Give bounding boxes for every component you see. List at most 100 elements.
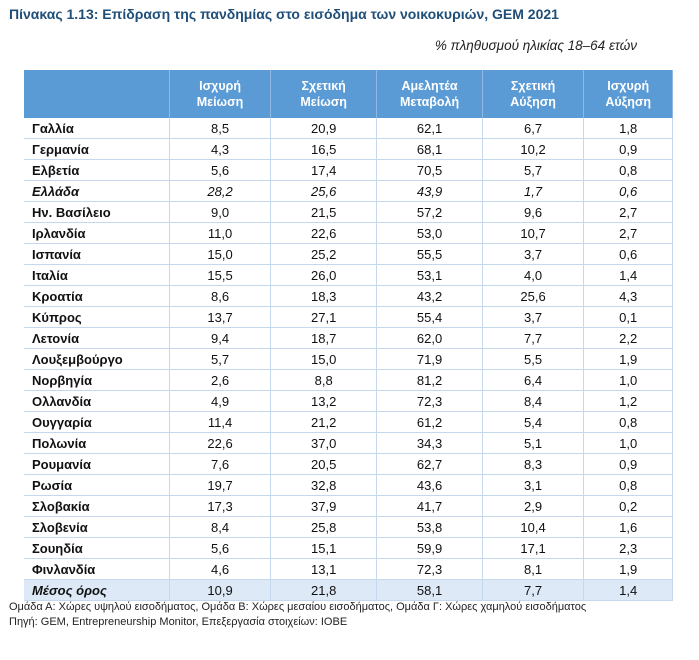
value-cell: 3,7 (482, 306, 585, 328)
value-cell: 13,7 (169, 306, 271, 328)
value-cell: 37,0 (270, 432, 378, 454)
value-cell: 10,2 (482, 138, 585, 160)
value-cell: 17,1 (482, 537, 585, 559)
value-cell: 8,8 (270, 369, 378, 391)
table-row: Κύπρος 13,7 27,1 55,4 3,7 0,1 (24, 306, 673, 328)
table-row: Ελλάδα 28,2 25,6 43,9 1,7 0,6 (24, 180, 673, 202)
value-cell: 28,2 (169, 180, 271, 202)
value-cell: 13,1 (270, 558, 378, 580)
value-cell: 5,6 (169, 537, 271, 559)
table-row: Ισπανία 15,0 25,2 55,5 3,7 0,6 (24, 243, 673, 265)
value-cell: 3,1 (482, 474, 585, 496)
header-row: Ισχυρή Μείωση Σχετική Μείωση Αμελητέα Μεταβολ… (24, 70, 673, 118)
value-cell: 1,9 (583, 558, 673, 580)
value-cell: 70,5 (376, 159, 483, 181)
table-row: Σλοβενία 8,4 25,8 53,8 10,4 1,6 (24, 516, 673, 538)
value-cell: 9,4 (169, 327, 271, 349)
value-cell: 0,6 (583, 180, 673, 202)
country-cell: Σλοβενία (24, 516, 171, 538)
table-subtitle: % πληθυσμού ηλικίας 18–64 ετών (434, 38, 637, 53)
country-cell: Ιταλία (24, 264, 171, 286)
value-cell: 62,1 (376, 118, 483, 139)
value-cell: 0,1 (583, 306, 673, 328)
country-cell: Λουξεμβούργο (24, 348, 171, 370)
average-row: Μέσος όρος 10,9 21,8 58,1 7,7 1,4 (24, 579, 673, 601)
value-cell: 53,0 (376, 222, 483, 244)
table-row: Ρουμανία 7,6 20,5 62,7 8,3 0,9 (24, 453, 673, 475)
value-cell: 21,5 (270, 201, 378, 223)
table-row: Ρωσία 19,7 32,8 43,6 3,1 0,8 (24, 474, 673, 496)
value-cell: 1,7 (482, 180, 585, 202)
country-cell: Ολλανδία (24, 390, 171, 412)
value-cell: 17,4 (270, 159, 378, 181)
value-cell: 6,7 (482, 118, 585, 139)
value-cell: 20,5 (270, 453, 378, 475)
country-cell: Ιρλανδία (24, 222, 171, 244)
country-cell: Μέσος όρος (24, 579, 171, 601)
country-cell: Ελλάδα (24, 180, 171, 202)
country-cell: Σουηδία (24, 537, 171, 559)
country-cell: Λετονία (24, 327, 171, 349)
value-cell: 11,4 (169, 411, 271, 433)
value-cell: 61,2 (376, 411, 483, 433)
value-cell: 62,0 (376, 327, 483, 349)
column-header: Αμελητέα Μεταβολή (376, 70, 483, 118)
value-cell: 43,9 (376, 180, 483, 202)
value-cell: 5,5 (482, 348, 585, 370)
value-cell: 18,7 (270, 327, 378, 349)
value-cell: 4,3 (583, 285, 673, 307)
value-cell: 13,2 (270, 390, 378, 412)
table-title: Πίνακας 1.13: Επίδραση της πανδημίας στο… (9, 6, 559, 22)
value-cell: 4,3 (169, 138, 271, 160)
value-cell: 4,0 (482, 264, 585, 286)
column-header: Σχετική Αύξηση (482, 70, 585, 118)
value-cell: 72,3 (376, 558, 483, 580)
value-cell: 8,4 (482, 390, 585, 412)
value-cell: 2,7 (583, 222, 673, 244)
value-cell: 59,9 (376, 537, 483, 559)
table-row: Λετονία 9,4 18,7 62,0 7,7 2,2 (24, 327, 673, 349)
country-cell: Φινλανδία (24, 558, 171, 580)
value-cell: 58,1 (376, 579, 483, 601)
value-cell: 2,2 (583, 327, 673, 349)
table-row: Ιρλανδία 11,0 22,6 53,0 10,7 2,7 (24, 222, 673, 244)
value-cell: 6,4 (482, 369, 585, 391)
table-row: Φινλανδία 4,6 13,1 72,3 8,1 1,9 (24, 558, 673, 580)
group-note: Ομάδα Α: Χώρες υψηλού εισοδήματος, Ομάδα… (9, 601, 587, 613)
value-cell: 0,6 (583, 243, 673, 265)
value-cell: 2,6 (169, 369, 271, 391)
value-cell: 10,9 (169, 579, 271, 601)
table-row: Λουξεμβούργο 5,7 15,0 71,9 5,5 1,9 (24, 348, 673, 370)
value-cell: 3,7 (482, 243, 585, 265)
table-row: Γαλλία 8,5 20,9 62,1 6,7 1,8 (24, 118, 673, 139)
value-cell: 5,7 (482, 159, 585, 181)
value-cell: 2,9 (482, 495, 585, 517)
value-cell: 15,0 (270, 348, 378, 370)
value-cell: 25,2 (270, 243, 378, 265)
country-cell: Κροατία (24, 285, 171, 307)
value-cell: 15,1 (270, 537, 378, 559)
value-cell: 1,0 (583, 432, 673, 454)
value-cell: 21,2 (270, 411, 378, 433)
value-cell: 8,4 (169, 516, 271, 538)
value-cell: 25,8 (270, 516, 378, 538)
column-header (24, 70, 171, 118)
value-cell: 0,8 (583, 159, 673, 181)
value-cell: 0,8 (583, 474, 673, 496)
value-cell: 10,4 (482, 516, 585, 538)
country-cell: Ουγγαρία (24, 411, 171, 433)
value-cell: 55,4 (376, 306, 483, 328)
value-cell: 0,9 (583, 453, 673, 475)
value-cell: 19,7 (169, 474, 271, 496)
value-cell: 1,9 (583, 348, 673, 370)
value-cell: 1,2 (583, 390, 673, 412)
value-cell: 7,7 (482, 579, 585, 601)
table-row: Ιταλία 15,5 26,0 53,1 4,0 1,4 (24, 264, 673, 286)
value-cell: 4,6 (169, 558, 271, 580)
value-cell: 25,6 (482, 285, 585, 307)
value-cell: 22,6 (270, 222, 378, 244)
value-cell: 2,7 (583, 201, 673, 223)
value-cell: 10,7 (482, 222, 585, 244)
value-cell: 2,3 (583, 537, 673, 559)
value-cell: 71,9 (376, 348, 483, 370)
